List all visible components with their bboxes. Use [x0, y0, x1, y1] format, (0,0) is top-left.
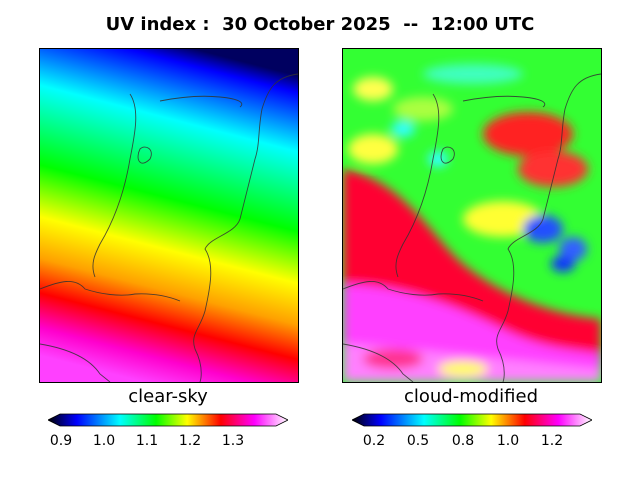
cloud-modified-colorbar: [351, 412, 593, 432]
colorbar-tick: 1.2: [178, 433, 202, 449]
cloud-modified-map: [342, 48, 602, 383]
clear-sky-colorbar: [47, 412, 289, 432]
colorbar-tick: 1.0: [496, 433, 520, 449]
colorbar-tick: 1.0: [92, 433, 116, 449]
colorbar-tick: 1.2: [540, 433, 564, 449]
colorbar-tick: 0.8: [451, 433, 475, 449]
colorbar-tick: 0.2: [362, 433, 386, 449]
clear-sky-map: [39, 48, 299, 383]
colorbar-tick: 1.1: [135, 433, 159, 449]
cloud-modified-caption: cloud-modified: [403, 386, 539, 407]
clear-sky-caption: clear-sky: [128, 386, 208, 407]
colorbar-tick: 0.9: [49, 433, 73, 449]
colorbar-tick: 1.3: [221, 433, 245, 449]
colorbar-tick: 0.5: [406, 433, 430, 449]
map-title: UV index : 30 October 2025 -- 12:00 UTC: [105, 14, 535, 35]
